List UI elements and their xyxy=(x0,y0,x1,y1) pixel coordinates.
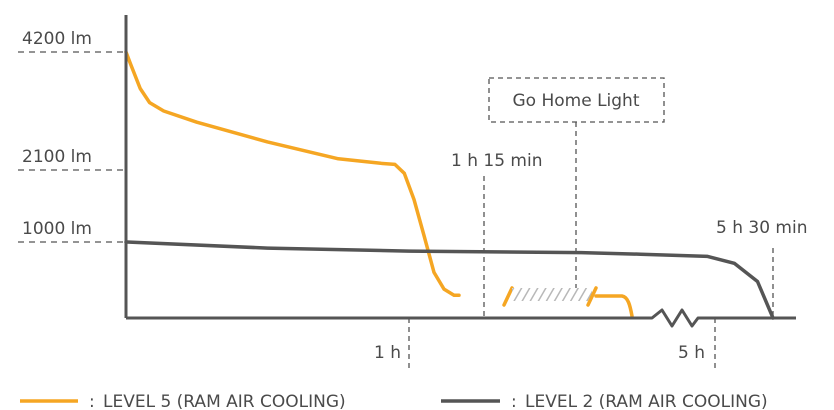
y-tick-1000: 1000 lm xyxy=(22,219,92,239)
series-line-level2 xyxy=(124,240,775,320)
annotation-5h30: 5 h 30 min xyxy=(716,218,808,238)
legend-separator-level5: : xyxy=(89,392,95,410)
y-tick-2100: 2100 lm xyxy=(22,147,92,167)
x-tick-5h: 5 h xyxy=(678,343,705,363)
axis-break-zigzag xyxy=(646,304,702,328)
legend-label-level5: LEVEL 5 (RAM AIR COOLING) xyxy=(103,392,346,410)
go-home-light-box xyxy=(488,77,665,123)
annotation-1h15: 1 h 15 min xyxy=(451,151,543,171)
x-tick-1h: 1 h xyxy=(374,343,401,363)
y-tick-4200: 4200 lm xyxy=(22,29,92,49)
legend-separator-level2: : xyxy=(511,392,517,410)
level5-go-home-segment xyxy=(502,286,634,318)
series-line-level5 xyxy=(124,50,461,297)
legend-label-level2: LEVEL 2 (RAM AIR COOLING) xyxy=(525,392,768,410)
go-home-light-label: Go Home Light xyxy=(512,91,639,111)
